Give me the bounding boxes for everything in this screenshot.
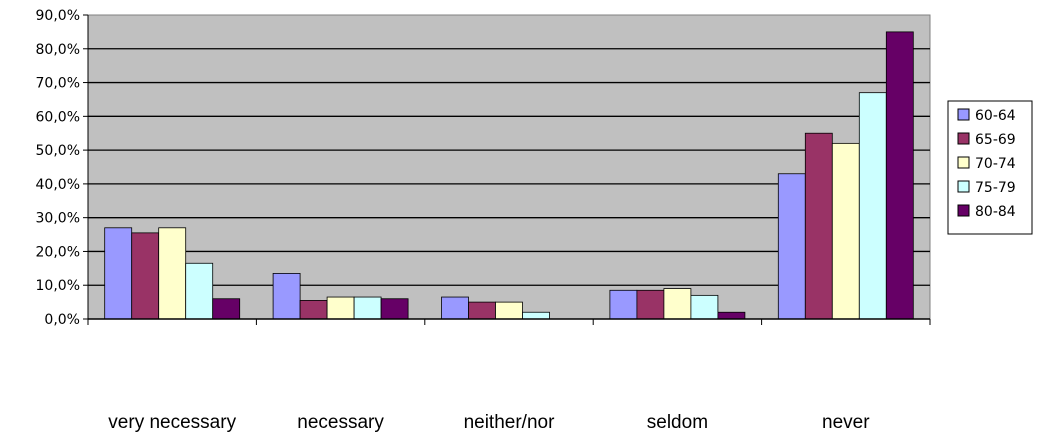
bar-65-69-neither-nor [468,301,496,320]
bar-65-69-necessary [299,300,328,320]
bars [104,31,914,320]
legend-swatch [957,108,970,121]
bar-60-64-very-necessary [104,227,133,320]
y-tick-label: 70,0% [36,76,80,92]
category-label: never [822,412,870,433]
y-tick-label: 60,0% [36,109,80,125]
category-labels: very necessary necessary neither/nor seldom… [108,412,870,433]
bar-80-84-necessary [380,298,409,320]
legend-label: 75-79 [975,180,1016,196]
bar-75-79-never [858,92,887,320]
axes [83,14,931,325]
category-label: very necessary [108,412,236,433]
legend-label: 80-84 [975,204,1016,220]
bar-65-69-very-necessary [131,232,160,320]
category-label: neither/nor [464,412,556,433]
y-tick-label: 0,0% [44,312,80,328]
legend-swatch [957,132,970,145]
bar-75-79-seldom [690,294,719,320]
bar-75-79-very-necessary [185,262,214,320]
legend-label: 60-64 [975,108,1016,124]
bar-70-74-neither-nor [495,301,523,320]
bar-60-64-necessary [272,272,301,320]
y-tick-label: 80,0% [36,42,80,58]
y-tick-label: 30,0% [36,211,80,227]
y-tick-label: 10,0% [36,278,80,294]
bar-75-79-neither-nor [522,311,550,320]
bar-60-64-seldom [609,289,638,320]
legend-label: 70-74 [975,156,1016,172]
category-label: necessary [297,412,384,433]
bar-70-74-never [831,142,860,320]
legend-swatch [957,156,970,169]
bar-70-74-very-necessary [158,227,187,320]
y-tick-label: 90,0% [36,8,80,24]
y-tick-label: 40,0% [36,177,80,193]
category-label: seldom [647,412,708,433]
y-tick-label: 50,0% [36,143,80,159]
bar-60-64-never [777,173,806,320]
bar-60-64-neither-nor [441,296,469,320]
bar-80-84-seldom [717,311,746,320]
y-tick-labels: 0,0% 10,0% 20,0% 30,0% 40,0% 50,0% 60,0% 70,0% 8… [36,8,80,328]
bar-70-74-necessary [326,296,355,320]
legend: 60-64 65-69 70-74 75-79 80-84 [947,100,1033,235]
legend-swatch [957,204,970,217]
bar-65-69-seldom [636,289,665,320]
bar-65-69-never [804,132,833,320]
bar-75-79-necessary [353,296,382,320]
bar-80-84-very-necessary [212,298,241,320]
legend-label: 65-69 [975,132,1016,148]
bar-80-84-never [885,31,914,320]
bar-70-74-seldom [663,288,692,320]
y-tick-label: 20,0% [36,244,80,260]
legend-swatch [957,180,970,193]
